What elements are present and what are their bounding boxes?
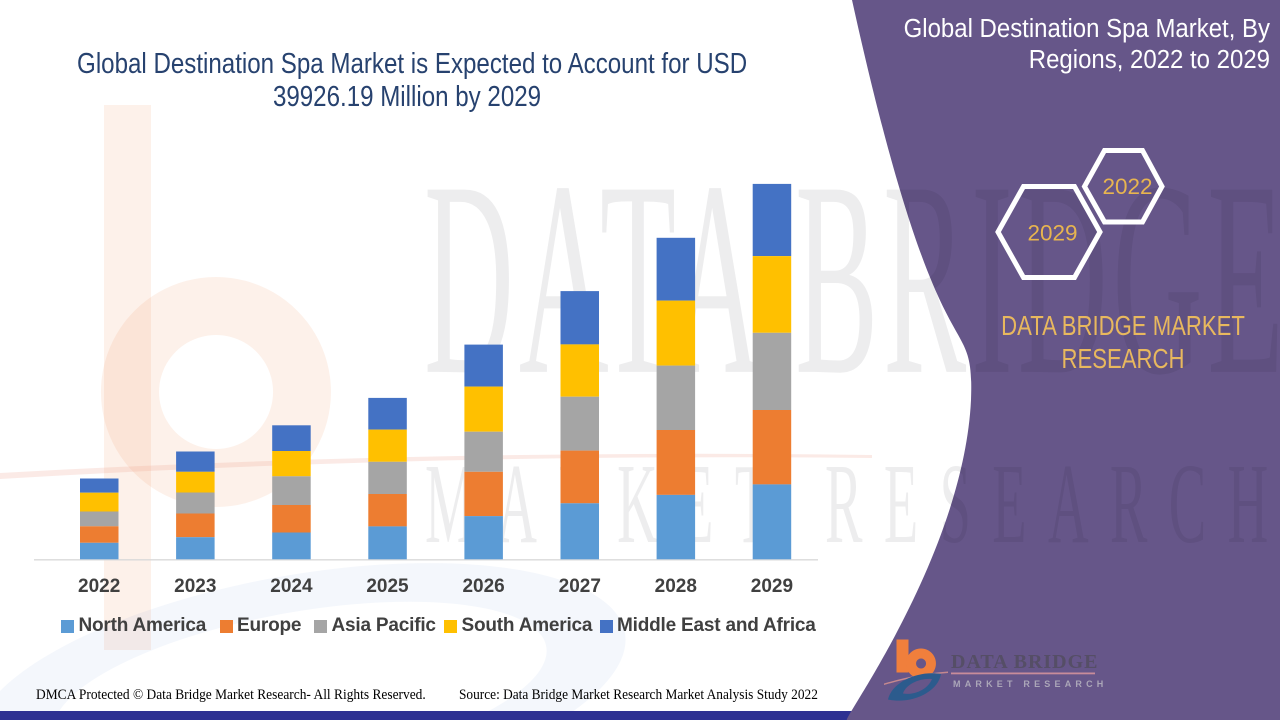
svg-text:DATA BRIDGE: DATA BRIDGE bbox=[951, 651, 1099, 673]
svg-text:2029: 2029 bbox=[1027, 221, 1077, 246]
svg-text:2022: 2022 bbox=[1102, 174, 1152, 199]
svg-text:MARKET RESEARCH: MARKET RESEARCH bbox=[953, 679, 1108, 689]
